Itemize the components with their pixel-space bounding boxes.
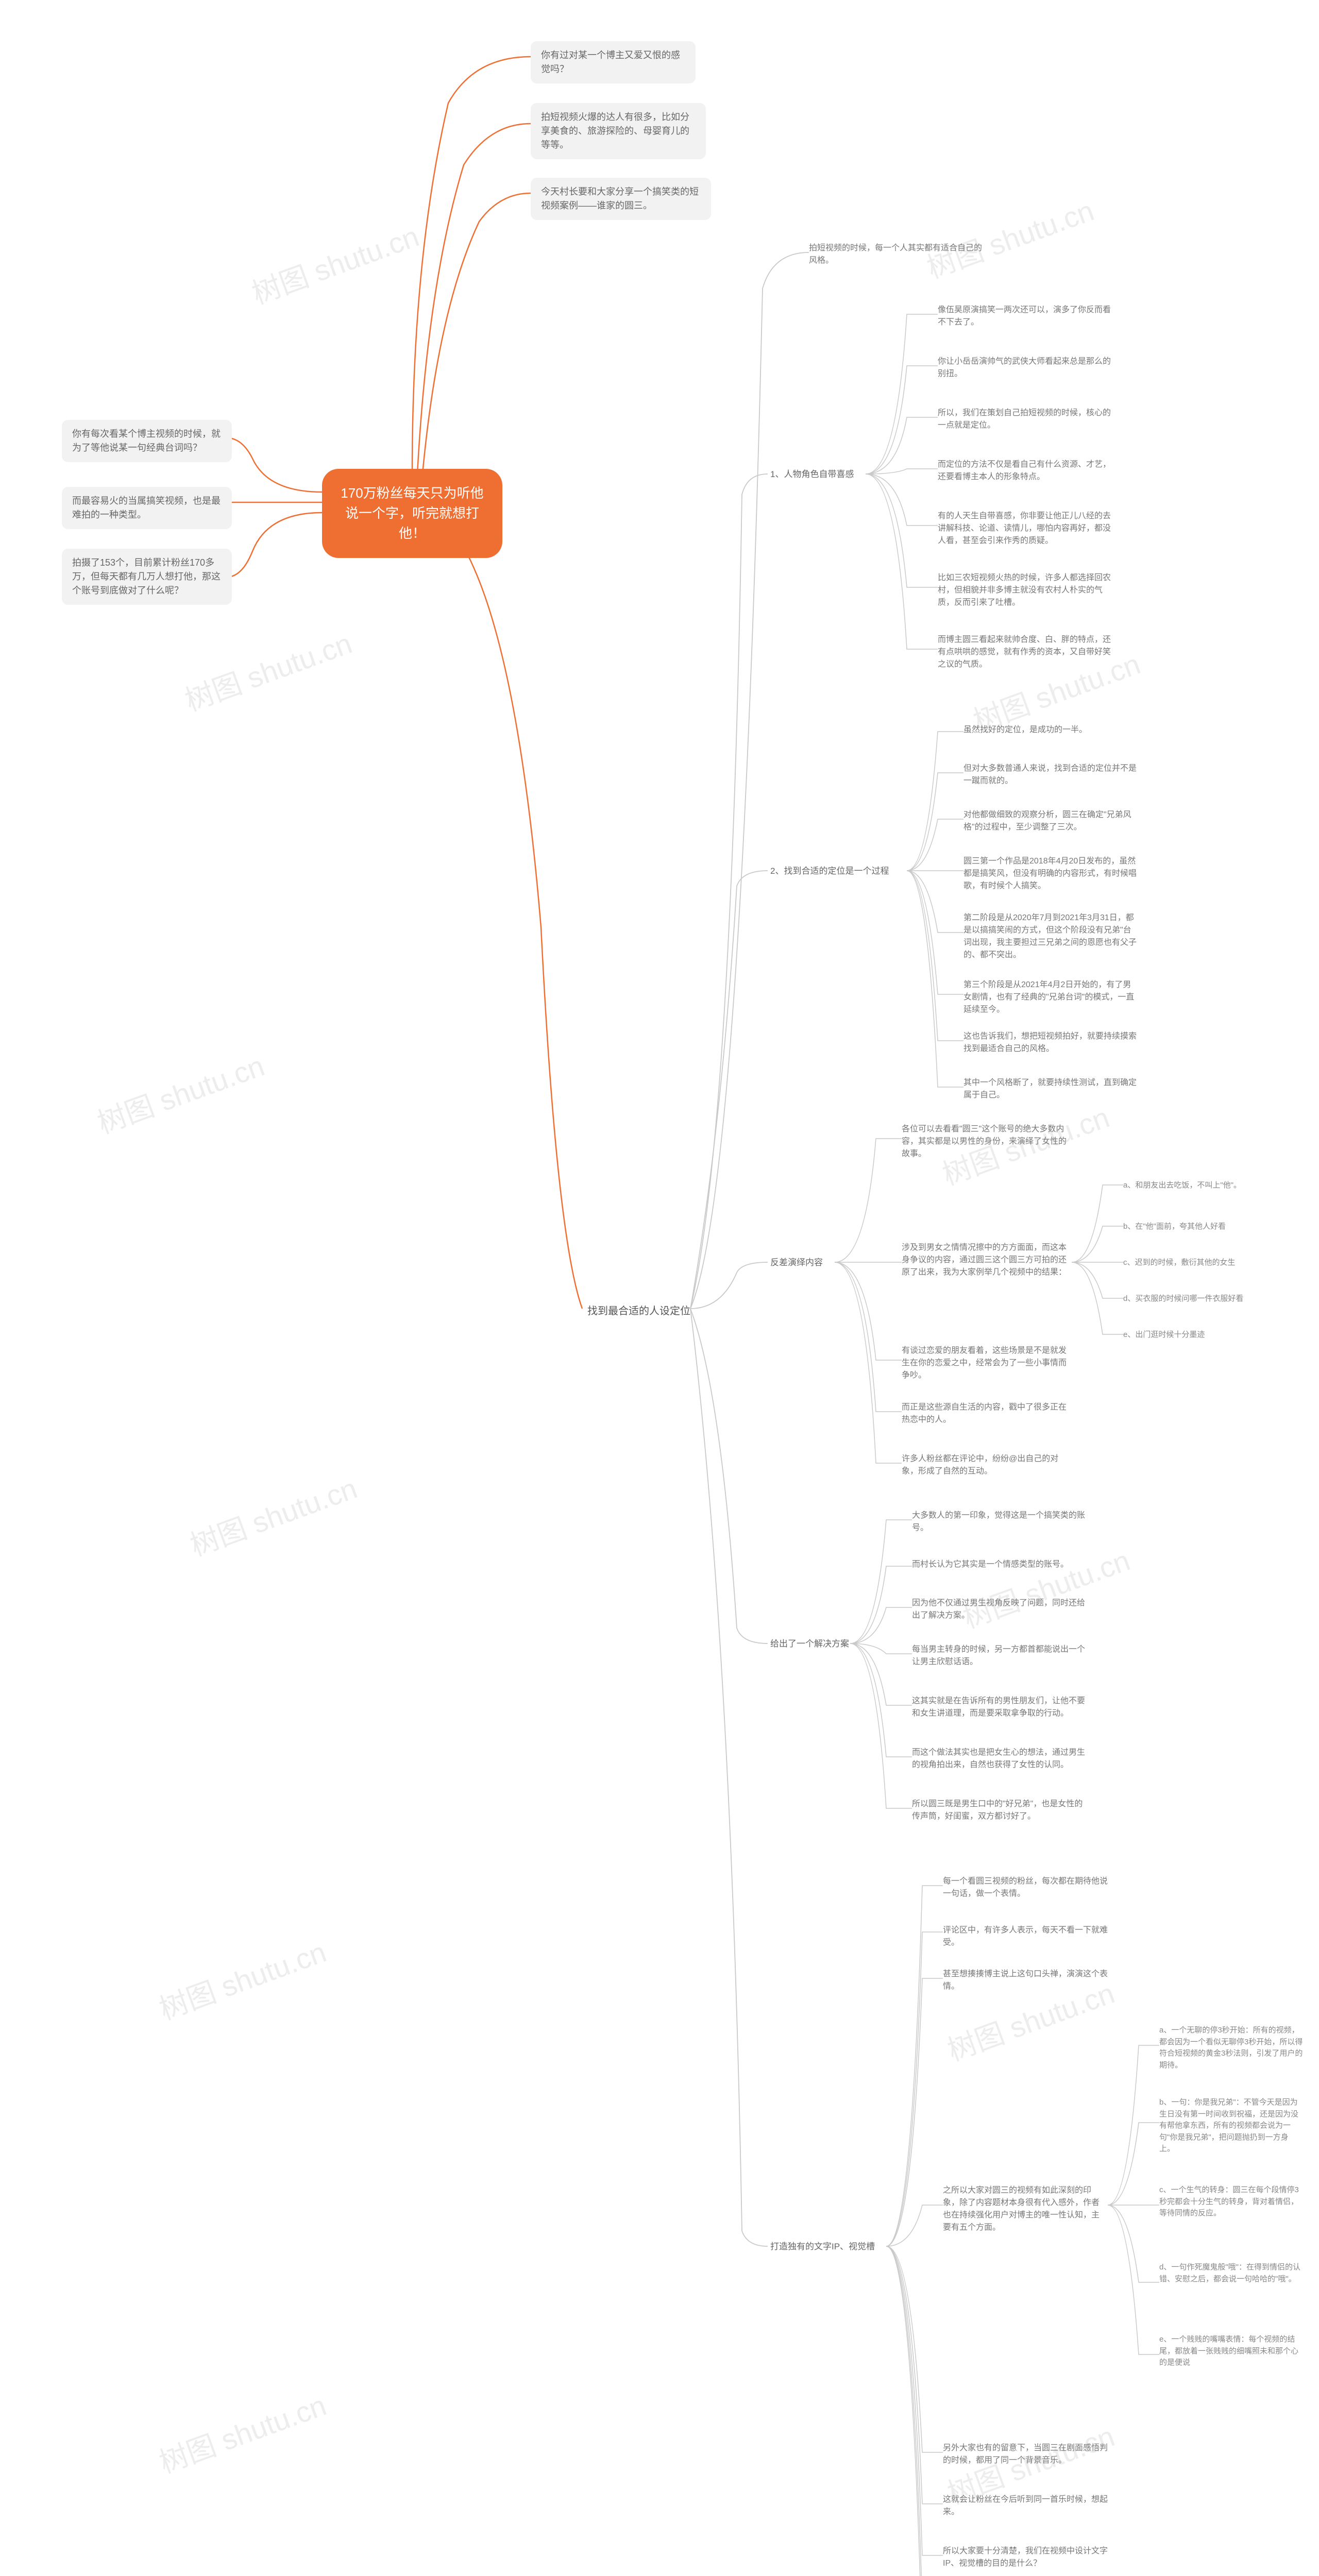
sub2-leaf-2: 对他都做细致的观察分析，圆三在确定"兄弟风格"的过程中，至少调整了三次。 (963, 809, 1139, 834)
sub3-after-0: 有谈过恋爱的朋友看着，这些场景是不是就发生在你的恋爱之中，经常会为了一些小事情而… (902, 1345, 1067, 1382)
watermark: 树图 shutu.cn (920, 188, 1099, 286)
sub5-item-2: c、一个生气的转身：圆三在每个段情停3秒完都会十分生气的转身，背对着情侣，等待同… (1159, 2184, 1304, 2219)
intro-leaf: 拍短视频的时候，每一个人其实都有适合自己的风格。 (809, 242, 984, 267)
sub3-item-4: e、出门逛时候十分墨迹 (1123, 1329, 1205, 1341)
sub1-leaf-1: 你让小岳岳演帅气的武侠大师看起来总是那么的别扭。 (938, 355, 1113, 380)
sub5-intro-1: 评论区中，有许多人表示，每天不看一下就难受。 (943, 1924, 1108, 1949)
sub5-intro-0: 每一个看圆三视频的粉丝，每次都在期待他说一句话，做一个表情。 (943, 1875, 1108, 1900)
sub4-leaf-1: 而村长认为它其实是一个情感类型的账号。 (912, 1558, 1069, 1571)
sub4-leaf-3: 每当男主转身的时候，另一方都首都能说出一个让男主欣慰话语。 (912, 1643, 1087, 1668)
top-node-1[interactable]: 你有过对某一个博主又爱又恨的感觉吗？ (531, 41, 696, 83)
sub1-leaf-0: 像伍昊原演搞笑一两次还可以，演多了你反而看不下去了。 (938, 304, 1113, 329)
top-node-3[interactable]: 今天村长要和大家分享一个搞笑类的短视频案例——谁家的圆三。 (531, 178, 711, 220)
watermark: 树图 shutu.cn (183, 1465, 362, 1564)
sub5-item-3: d、一句作死魔鬼般"哦"：在得到情侣的认错、安慰之后，都会说一句哈哈的"哦"。 (1159, 2262, 1304, 2285)
sub2-title[interactable]: 2、找到合适的定位是一个过程 (770, 865, 889, 878)
watermark: 树图 shutu.cn (178, 620, 357, 719)
sub3-intro: 各位可以去看看"圆三"这个账号的绝大多数内容，其实都是以男性的身份，来演绎了女性… (902, 1123, 1067, 1160)
sub4-title[interactable]: 给出了一个解决方案 (770, 1637, 849, 1651)
sub1-leaf-6: 而博主圆三看起来就帅合度、白、胖的特点，还有点哄哄的感觉，就有作秀的资本，又自带… (938, 634, 1113, 671)
sub4-leaf-2: 因为他不仅通过男生视角反映了问题，同时还给出了解决方案。 (912, 1597, 1087, 1622)
sub3-item-1: b、在"他"面前，夸其他人好看 (1123, 1221, 1226, 1233)
top-node-2[interactable]: 拍短视频火爆的达人有很多，比如分享美食的、旅游探险的、母婴育儿的等等。 (531, 103, 706, 159)
watermark: 树图 shutu.cn (245, 213, 424, 312)
sub1-leaf-2: 所以，我们在策划自己拍短视频的时候，核心的一点就是定位。 (938, 407, 1113, 432)
sub4-leaf-6: 所以圆三既是男生口中的"好兄弟"，也是女性的传声筒，好闺蜜，双方都讨好了。 (912, 1798, 1087, 1823)
sub5-after-1: 这就会让粉丝在今后听到同一首乐时候，想起来。 (943, 2494, 1108, 2518)
sub1-leaf-5: 比如三农短视频火热的时候，许多人都选择回农村，但相貌并非多博主就没有农村人朴实的… (938, 572, 1113, 609)
sub5-mid: 之所以大家对圆三的视频有如此深刻的印象，除了内容题材本身很有代入感外，作者也在持… (943, 2184, 1103, 2234)
center-topic[interactable]: 170万粉丝每天只为听他说一个字，听完就想打他！ (322, 469, 502, 558)
sub3-item-3: d、买衣服的时候问哪一件衣服好看 (1123, 1293, 1243, 1305)
sub2-leaf-5: 第三个阶段是从2021年4月2日开始的，有了男女剧情，也有了经典的"兄弟台词"的… (963, 979, 1139, 1016)
sub5-item-0: a、一个无聊的停3秒开始：所有的视频，都会因为一个看似无聊停3秒开始，所以得符合… (1159, 2025, 1304, 2071)
sub5-item-4: e、一个贱贱的嘴嘴表情：每个视频的结尾，都放着一张贱贱的细嘴照未和那个心的是便说 (1159, 2334, 1304, 2369)
left-node-1[interactable]: 你有每次看某个博主视频的时候，就为了等他说某一句经典台词吗？ (62, 420, 232, 462)
left-node-3[interactable]: 拍摄了153个，目前累计粉丝170多万，但每天都有几万人想打他，那这个账号到底做… (62, 549, 232, 605)
sub2-leaf-6: 这也告诉我们，想把短视频拍好，就要持续摸索找到最适合自己的风格。 (963, 1030, 1139, 1055)
sub2-leaf-1: 但对大多数普通人来说，找到合适的定位并不是一蹴而就的。 (963, 762, 1139, 787)
watermark: 树图 shutu.cn (91, 1043, 269, 1142)
sub2-leaf-0: 虽然找好的定位，是成功的一半。 (963, 724, 1087, 736)
sub2-leaf-3: 圆三第一个作品是2018年4月20日发布的，虽然都是搞笑风，但没有明确的内容形式… (963, 855, 1139, 892)
sub5-title[interactable]: 打造独有的文字IP、视觉槽 (770, 2240, 875, 2253)
sub5-after-2: 所以大家要十分清楚，我们在视频中设计文字IP、视觉槽的目的是什么？ (943, 2545, 1108, 2570)
watermark: 树图 shutu.cn (153, 2382, 331, 2481)
sub3-after-2: 许多人粉丝都在评论中，纷纷@出自己的对象，形成了自然的互动。 (902, 1453, 1067, 1478)
sub5-after-0: 另外大家也有的留意下，当圆三在剧面感悟判的时候，都用了同一个背景音乐。 (943, 2442, 1108, 2467)
main-branch[interactable]: 找到最合适的人设定位 (587, 1302, 690, 1317)
sub4-leaf-5: 而这个做法其实也是把女生心的想法，通过男生的视角拍出来，自然也获得了女性的认同。 (912, 1747, 1087, 1771)
sub3-item-0: a、和朋友出去吃饭，不叫上"他"。 (1123, 1180, 1241, 1192)
sub1-title[interactable]: 1、人物角色自带喜感 (770, 468, 854, 481)
sub3-title[interactable]: 反差演绎内容 (770, 1256, 823, 1269)
sub3-item-2: c、迟到的时候，敷衍其他的女生 (1123, 1257, 1236, 1269)
sub3-after-1: 而正是这些源自生活的内容，戳中了很多正在热恋中的人。 (902, 1401, 1067, 1426)
sub1-leaf-4: 有的人天生自带喜感，你非要让他正儿八经的去讲解科技、论道、读情儿，哪怕内容再好，… (938, 510, 1113, 547)
watermark: 树图 shutu.cn (153, 1929, 331, 2028)
sub2-leaf-4: 第二阶段是从2020年7月到2021年3月31日，都是以搞搞笑闹的方式，但这个阶… (963, 912, 1139, 961)
sub4-leaf-4: 这其实就是在告诉所有的男性朋友们，让他不要和女生讲道理，而是要采取拿争取的行动。 (912, 1695, 1087, 1720)
sub5-item-1: b、一句：你是我兄弟"：不管今天是因为生日没有第一时间收到祝福，还是因为没有帮他… (1159, 2097, 1304, 2155)
sub2-leaf-7: 其中一个风格断了，就要持续性测试，直到确定属于自己。 (963, 1077, 1139, 1101)
left-node-2[interactable]: 而最容易火的当属搞笑视频，也是最难拍的一种类型。 (62, 487, 232, 529)
sub3-mid: 涉及到男女之情情况擦中的方方面面，而这本身争议的内容，通过圆三这个圆三方可拍的还… (902, 1242, 1067, 1279)
mindmap-connections (0, 0, 1319, 2576)
sub5-intro-2: 甚至想揍揍博主说上这句口头禅，演演这个表情。 (943, 1968, 1108, 1993)
sub1-leaf-3: 而定位的方法不仅是看自己有什么资源、才艺，还要看博主本人的形象特点。 (938, 459, 1113, 483)
sub4-leaf-0: 大多数人的第一印象，觉得这是一个搞笑类的账号。 (912, 1510, 1087, 1534)
